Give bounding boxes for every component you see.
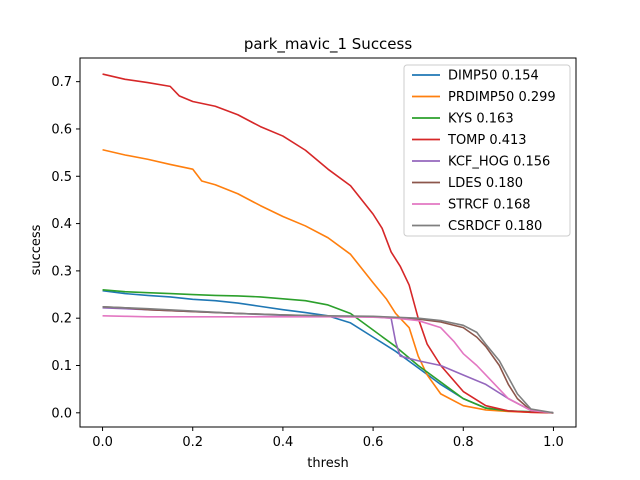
series-line-prdimp50 xyxy=(102,149,554,414)
legend-entry: PRDIMP50 0.299 xyxy=(448,90,556,105)
x-tick-label: 0.4 xyxy=(273,435,294,450)
axes-frame xyxy=(79,57,577,428)
y-tick-label: 0.1 xyxy=(51,359,72,374)
legend-entry: LDES 0.180 xyxy=(448,176,523,191)
series-line-dimp50 xyxy=(102,289,554,414)
y-axis-label: success xyxy=(29,224,44,275)
y-tick-label: 0.2 xyxy=(51,312,72,327)
x-tick-label: 0.0 xyxy=(92,435,113,450)
y-tick-label: 0.5 xyxy=(51,170,72,185)
series-line-ldes xyxy=(102,306,554,414)
y-tick-label: 0.4 xyxy=(51,217,72,232)
legend-entry: TOMP 0.413 xyxy=(447,133,527,148)
legend-entry: KCF_HOG 0.156 xyxy=(448,155,550,170)
chart-title: park_mavic_1 Success xyxy=(244,35,413,54)
x-tick-label: 0.2 xyxy=(182,435,203,450)
y-tick-label: 0.0 xyxy=(51,406,72,421)
x-axis-label: thresh xyxy=(307,456,348,471)
series-line-csrdcf xyxy=(102,306,554,414)
legend-entry: STRCF 0.168 xyxy=(448,198,530,213)
plot-area xyxy=(102,73,554,414)
series-line-tomp xyxy=(102,73,554,414)
legend-entry: DIMP50 0.154 xyxy=(448,69,539,84)
legend-box xyxy=(403,64,571,237)
series-line-strcf xyxy=(102,315,554,414)
y-tick-label: 0.3 xyxy=(51,264,72,279)
x-tick-label: 1.0 xyxy=(543,435,564,450)
series-line-kcf-hog xyxy=(102,306,554,414)
y-tick-label: 0.6 xyxy=(51,122,72,137)
y-tick-label: 0.7 xyxy=(51,75,72,90)
legend-entry: KYS 0.163 xyxy=(448,112,514,127)
series-line-kys xyxy=(102,289,554,414)
legend: DIMP50 0.154 PRDIMP50 0.299 KYS 0.163 TOMP … xyxy=(403,64,571,237)
legend-entry: CSRDCF 0.180 xyxy=(448,219,542,234)
axes: 0.0 0.2 0.4 0.6 0.8 1.0 0.0 0.1 0.2 0.3 0.4 0.5 0.6 0… xyxy=(51,57,577,450)
x-tick-label: 0.8 xyxy=(453,435,474,450)
x-tick-label: 0.6 xyxy=(363,435,384,450)
